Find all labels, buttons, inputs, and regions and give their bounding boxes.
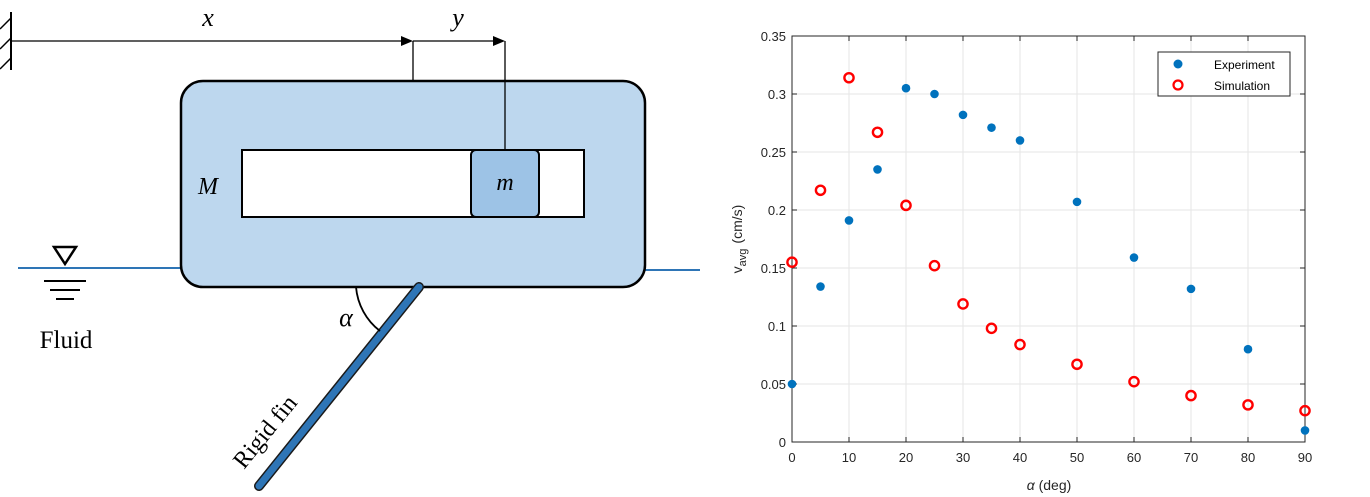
experiment-point <box>787 379 797 389</box>
simulation-point <box>1242 399 1254 411</box>
x-tick-label: 70 <box>1184 450 1198 465</box>
x-axis-label: α (deg) <box>1027 477 1072 493</box>
y-tick-label: 0.3 <box>768 87 786 102</box>
grid-lines <box>791 35 1306 443</box>
axis-ticks: 0 10 20 30 40 50 60 70 80 90 0 0.05 0.1 0.15 0.2 0.25 0.… <box>761 29 1313 465</box>
x-tick-label: 20 <box>899 450 913 465</box>
y-dimension-arrow <box>413 36 505 46</box>
experiment-point <box>1072 197 1082 207</box>
legend-experiment-label: Experiment <box>1214 58 1275 72</box>
experiment-point <box>930 89 939 99</box>
fluid-level-symbol <box>44 245 86 300</box>
y-tick-label: 0.25 <box>761 145 786 160</box>
x-axis-label-unit: (deg) <box>1039 477 1072 493</box>
legend-simulation-marker <box>1172 79 1184 91</box>
plot-area-frame <box>791 35 1306 443</box>
alpha-angle-arc <box>355 286 381 332</box>
y-tick-label: 0.15 <box>761 261 786 276</box>
x-tick-label: 80 <box>1241 450 1255 465</box>
experiment-point <box>987 123 996 132</box>
y-tick-label: 0 <box>779 435 786 450</box>
y-tick-label: 0.05 <box>761 377 786 392</box>
x-tick-label: 60 <box>1127 450 1141 465</box>
experiment-point <box>1015 136 1025 145</box>
x-dimension-arrow <box>11 36 413 46</box>
experiment-point <box>816 282 825 291</box>
experiment-point <box>1243 344 1253 354</box>
y-axis-label-unit: (cm/s) <box>729 205 745 244</box>
x-tick-label: 0 <box>788 450 795 465</box>
y-tick-label: 0.1 <box>768 319 786 334</box>
simulation-point <box>928 259 941 272</box>
fish-robot-diagram: x y M m α Rigid fin Fluid <box>0 3 700 491</box>
rigid-fin-fill <box>255 283 423 490</box>
velocity-scatter-chart: 0 10 20 30 40 50 60 70 80 90 0 0.05 0.1 0.15 0.2 0.25 0.… <box>729 29 1313 493</box>
y-tick-label: 0.35 <box>761 29 786 44</box>
M-label: M <box>197 174 220 200</box>
x-axis-label-symbol: α <box>1027 477 1036 493</box>
rigid-fin-label: Rigid fin <box>228 391 302 474</box>
x-tick-label: 50 <box>1070 450 1084 465</box>
simulation-point <box>1128 375 1140 388</box>
simulation-point <box>957 298 969 310</box>
simulation-point <box>1071 358 1083 371</box>
simulation-point <box>1014 338 1026 351</box>
simulation-point <box>985 322 998 335</box>
fixed-wall <box>0 12 12 70</box>
fluid-label: Fluid <box>40 327 93 354</box>
simulation-point <box>814 184 827 197</box>
y-tick-label: 0.2 <box>768 203 786 218</box>
experiment-point <box>844 216 854 225</box>
simulation-point <box>871 126 884 139</box>
x-tick-label: 30 <box>956 450 970 465</box>
data-marks <box>786 71 1311 435</box>
experiment-point <box>901 83 911 93</box>
m-label: m <box>496 170 513 196</box>
experiment-point <box>873 165 882 174</box>
x-tick-label: 10 <box>842 450 856 465</box>
alpha-label: α <box>339 303 354 332</box>
chart-legend: Experiment Simulation <box>1157 51 1291 97</box>
simulation-point <box>1185 389 1197 402</box>
y-axis-label-symbol: v <box>729 266 745 273</box>
y-axis-label: vavg (cm/s) <box>729 205 749 274</box>
experiment-point <box>1186 284 1196 294</box>
x-tick-label: 90 <box>1298 450 1312 465</box>
simulation-point <box>900 199 912 212</box>
y-label: y <box>449 3 464 32</box>
experiment-point <box>1129 253 1139 262</box>
x-tick-label: 40 <box>1013 450 1027 465</box>
simulation-point <box>786 256 798 269</box>
experiment-point <box>958 110 968 120</box>
x-label: x <box>201 3 214 32</box>
legend-experiment-marker <box>1173 59 1183 69</box>
legend-simulation-label: Simulation <box>1214 79 1270 93</box>
experiment-point <box>1300 426 1310 435</box>
simulation-point <box>843 71 855 84</box>
simulation-point <box>1299 404 1311 417</box>
y-axis-label-subscript: avg <box>737 249 749 267</box>
